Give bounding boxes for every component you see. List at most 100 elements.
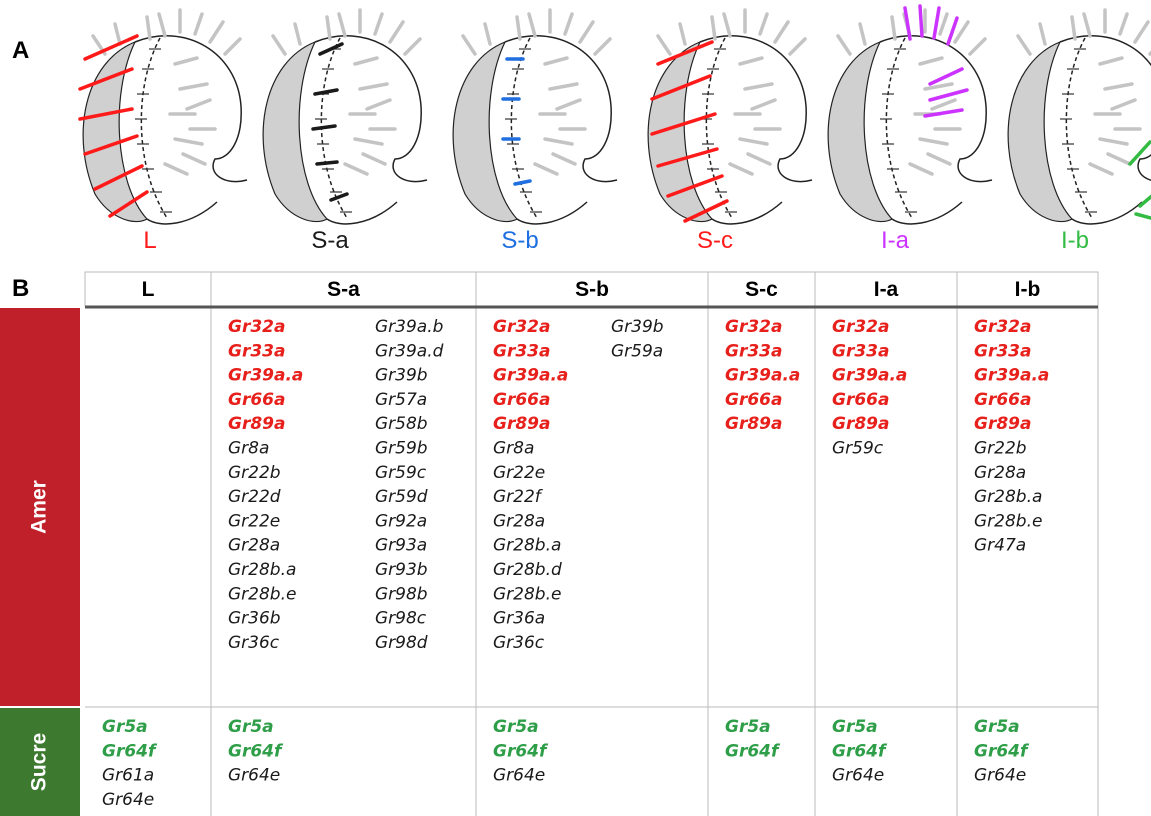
- sensillum: [750, 98, 777, 111]
- highlighted-sensillum: [93, 164, 144, 191]
- sensillum: [656, 34, 672, 56]
- sensillum: [743, 82, 774, 91]
- gene-name: Gr32a: [493, 317, 550, 337]
- sensillum: [543, 137, 574, 146]
- highlighted-sensillum: [318, 42, 344, 56]
- gene-name: Gr64e: [102, 790, 154, 810]
- highlighted-sensillum: [315, 160, 339, 166]
- gene-name: Gr22b: [974, 439, 1027, 459]
- highlighted-sensillum: [329, 192, 349, 202]
- gene-name: Gr39a.a: [974, 366, 1049, 386]
- highlighted-sensillum: [311, 124, 337, 131]
- gene-name: Gr33a: [725, 341, 782, 361]
- labellum-outline: [1059, 35, 1151, 225]
- highlighted-sensillum: [513, 179, 532, 186]
- gene-name: Gr39a.a: [725, 366, 800, 386]
- gene-name: Gr5a: [974, 717, 1020, 737]
- highlighted-sensillum: [650, 74, 712, 101]
- sensillum: [461, 34, 477, 56]
- highlighted-sensillum: [83, 34, 139, 61]
- panel-label: B: [12, 275, 29, 302]
- gene-name: Gr64f: [493, 741, 549, 761]
- sensillum: [890, 15, 897, 41]
- highlighted-sensillum: [656, 40, 714, 66]
- gene-name: Gr36c: [228, 633, 280, 653]
- gene-name: Gr64f: [725, 741, 781, 761]
- sensillum: [527, 12, 537, 38]
- labellum-drawing: [262, 8, 428, 225]
- sensillum: [403, 37, 422, 56]
- gene-name: Gr22f: [493, 487, 544, 507]
- sensillum: [353, 56, 379, 66]
- row-label-band: [0, 308, 80, 706]
- gene-name: Gr39a.a: [228, 366, 303, 386]
- highlighted-sensillum: [683, 199, 729, 223]
- highlighted-sensillum: [1138, 194, 1151, 208]
- sensillum: [930, 98, 957, 111]
- sensillum: [353, 137, 384, 146]
- sensillum-type-label: S-c: [697, 227, 733, 254]
- gene-name: Gr89a: [228, 414, 285, 434]
- gene-name: Gr47a: [974, 536, 1026, 556]
- sensillum: [593, 37, 612, 56]
- gene-name: Gr61a: [102, 766, 154, 786]
- gene-name: Gr33a: [832, 341, 889, 361]
- sensillum-type-label: S-a: [311, 227, 349, 254]
- labellum-drawing: [1007, 8, 1151, 225]
- gene-name: Gr66a: [974, 390, 1031, 410]
- panel-label: A: [12, 37, 29, 64]
- gene-name: Gr8a: [228, 439, 269, 459]
- sensillum: [1082, 12, 1092, 38]
- labellum-outline: [134, 35, 248, 225]
- sensillum: [548, 82, 579, 91]
- labellum-midline: [140, 37, 168, 219]
- gene-name: Gr22e: [228, 511, 280, 531]
- gene-name: Gr22b: [228, 463, 281, 483]
- sensillum: [1038, 22, 1047, 46]
- gene-name: Gr93b: [375, 560, 428, 580]
- sensillum: [358, 82, 389, 91]
- sensillum: [1088, 162, 1114, 176]
- column-header: S-c: [745, 278, 778, 301]
- gene-name: Gr32a: [228, 317, 285, 337]
- sensillum: [1070, 15, 1077, 41]
- gene-name: Gr28a: [974, 463, 1026, 483]
- sensillum: [157, 12, 167, 38]
- row-label: Amer: [28, 480, 51, 534]
- sensillum: [373, 12, 384, 36]
- highlighted-sensillum: [78, 67, 134, 91]
- sensillum: [563, 12, 574, 36]
- gene-name: Gr22d: [228, 487, 281, 507]
- gene-name: Gr64e: [974, 766, 1026, 786]
- sensillum: [908, 162, 934, 176]
- labellum-drawing: [452, 8, 618, 225]
- labellum-outline: [879, 35, 993, 225]
- sensillum: [337, 12, 347, 38]
- gene-name: Gr98c: [375, 609, 427, 629]
- labellum-midline: [705, 37, 733, 219]
- gene-name: Gr58b: [375, 414, 428, 434]
- sensillum: [1106, 152, 1132, 166]
- labellum-crescent: [827, 40, 893, 223]
- highlighted-sensillum: [928, 88, 969, 102]
- gene-name: Gr5a: [725, 717, 771, 737]
- column-header: I-b: [1015, 278, 1041, 301]
- highlighted-sensillum: [313, 88, 339, 96]
- gene-name: Gr32a: [974, 317, 1031, 337]
- gene-name: Gr28b.e: [493, 584, 561, 604]
- sensillum: [185, 98, 212, 111]
- gene-name: Gr5a: [102, 717, 148, 737]
- sensillum: [773, 20, 790, 44]
- sensillum: [543, 56, 569, 66]
- labellum-crescent: [82, 40, 148, 223]
- sensillum: [193, 12, 204, 36]
- sensillum: [836, 34, 852, 56]
- gene-name: Gr28b.a: [493, 536, 561, 556]
- highlighted-sensillum: [932, 6, 941, 40]
- sensillum: [918, 56, 944, 66]
- labellum-midline: [1065, 37, 1093, 219]
- gene-name: Gr59b: [375, 439, 428, 459]
- highlighted-sensillum: [946, 16, 959, 46]
- sensillum: [858, 22, 867, 46]
